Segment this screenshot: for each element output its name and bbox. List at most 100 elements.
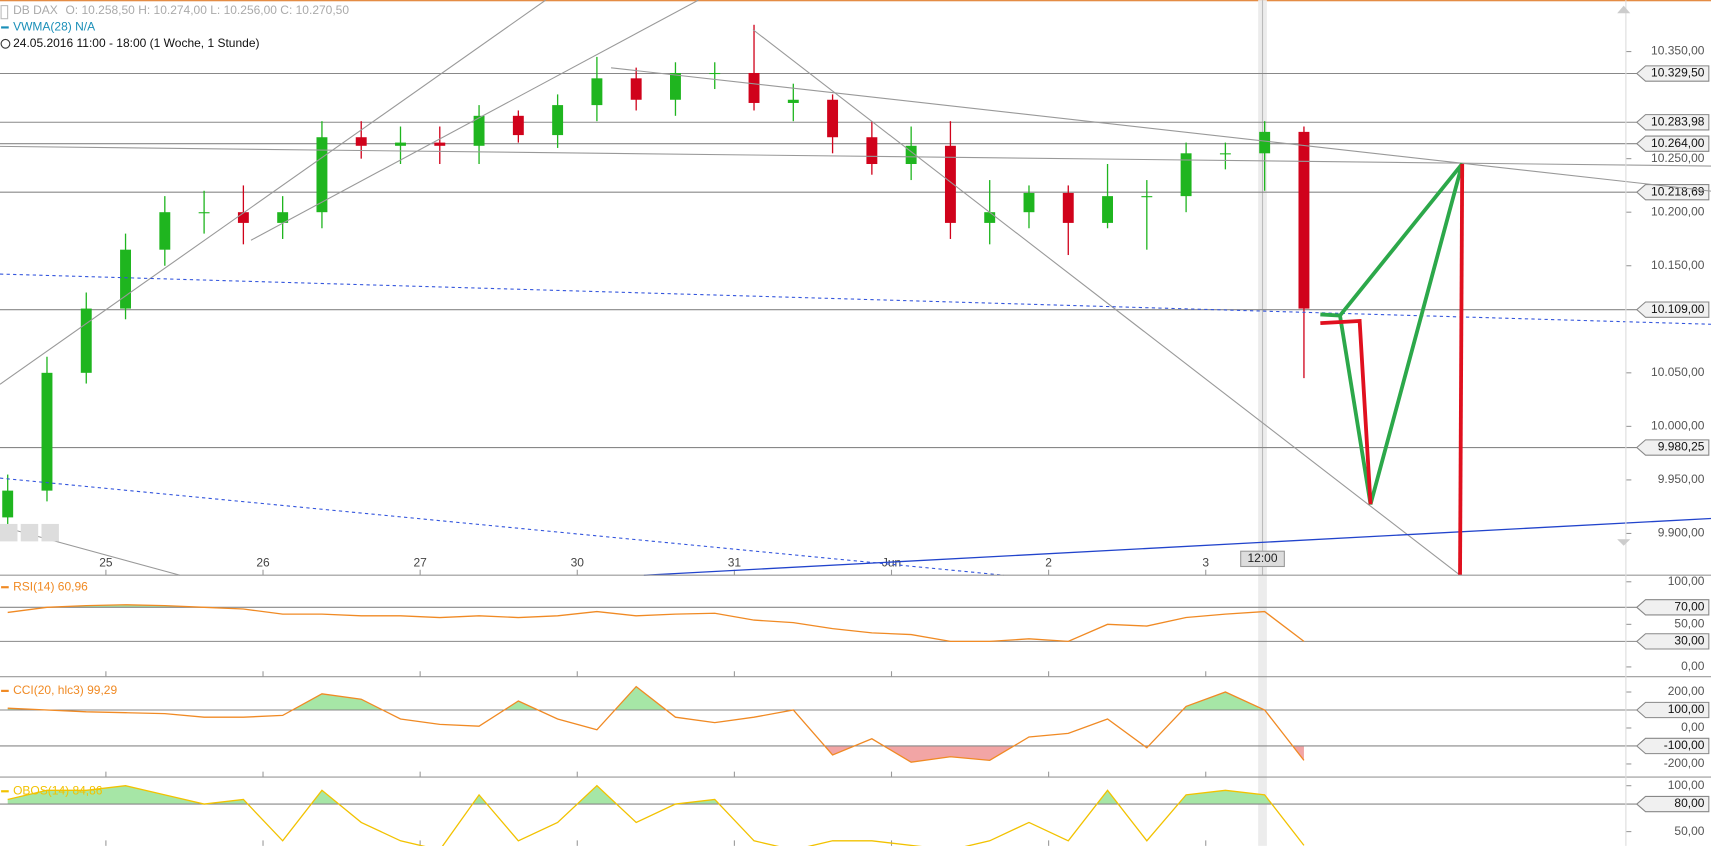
- candle-body: [866, 137, 878, 165]
- indicator-line: [7, 604, 1305, 643]
- trend-line: [0, 145, 1711, 167]
- crosshair-label: 12:00: [1248, 551, 1278, 565]
- y-tick-label: 0,00: [1681, 659, 1705, 673]
- candle-body: [1180, 153, 1192, 197]
- level-label: 10.109,00: [1651, 302, 1705, 316]
- y-tick-label: -200,00: [1664, 756, 1705, 770]
- level-box: [1635, 599, 1710, 616]
- y-tick-label: 100,00: [1668, 778, 1705, 792]
- candle-body: [198, 212, 210, 214]
- y-tick-label: 50,00: [1674, 824, 1704, 838]
- candle-body: [1062, 192, 1074, 223]
- y-tick-label: 10.250,00: [1651, 151, 1705, 165]
- ohlc-label: O: 10.258,50 H: 10.274,00 L: 10.256,00 C…: [65, 3, 349, 17]
- indicator-title: OBOS(14) 84,86: [13, 783, 103, 797]
- tool-button[interactable]: [0, 523, 18, 542]
- crosshair-label-box: [1240, 550, 1285, 568]
- candle-body: [80, 308, 92, 373]
- trend-line: [611, 67, 1711, 192]
- indicator-title: RSI(14) 60,96: [13, 579, 88, 593]
- candle-body: [1023, 192, 1035, 213]
- level-box: [1635, 301, 1710, 318]
- overbought-fill: [46, 604, 205, 608]
- candle-body: [944, 145, 956, 223]
- level-box: [1635, 439, 1710, 456]
- y-tick-label: 50,00: [1674, 617, 1704, 631]
- candle-body: [1298, 131, 1310, 309]
- candle-body: [748, 72, 760, 103]
- tool-button[interactable]: [41, 523, 59, 542]
- x-tick-label: 3: [1202, 555, 1209, 569]
- x-tick-label: 31: [728, 555, 742, 569]
- trend-line: [752, 29, 1461, 576]
- level-label: 30,00: [1674, 634, 1704, 648]
- level-box: [1635, 795, 1710, 813]
- level-box: [1635, 701, 1710, 719]
- candle-body: [1219, 153, 1231, 155]
- y-tick-label: 200,00: [1668, 684, 1705, 698]
- oversold-fill: [7, 745, 1304, 763]
- level-label: 9.980,25: [1658, 440, 1705, 454]
- level-label: 10.329,50: [1651, 66, 1705, 80]
- drawings: [0, 0, 1711, 576]
- level-label: 100,00: [1668, 702, 1705, 716]
- candle-body: [316, 137, 328, 213]
- y-tick-label: 0,00: [1681, 720, 1705, 734]
- candle-body: [1141, 196, 1153, 198]
- overbought-fill: [7, 785, 1304, 805]
- candle-body: [670, 72, 681, 100]
- candle-body: [591, 78, 603, 106]
- candle-body: [905, 145, 917, 165]
- level-box: [1635, 114, 1710, 131]
- candle-body: [787, 99, 799, 103]
- support-line: [643, 517, 1711, 576]
- dotted-line: [0, 477, 1004, 576]
- x-tick-label: 30: [571, 555, 585, 569]
- candle-body: [277, 212, 289, 223]
- candle-body: [1102, 196, 1114, 223]
- level-label: 10.283,98: [1651, 114, 1705, 128]
- candle-body: [827, 99, 839, 138]
- candle-body: [473, 115, 485, 146]
- overlay-label: VWMA(28) N/A: [13, 20, 95, 34]
- symbol-title: DB DAX: [13, 3, 58, 17]
- indicator-title: CCI(20, hlc3) 99,29: [13, 683, 117, 697]
- candle-body: [41, 372, 53, 491]
- candle-body: [630, 78, 642, 100]
- candle-body: [2, 490, 14, 518]
- x-tick-label: 27: [413, 555, 427, 569]
- level-label: 10.218,69: [1651, 184, 1705, 198]
- level-box: [1635, 633, 1710, 650]
- scroll-down[interactable]: [1617, 539, 1631, 546]
- indicator-line: [7, 784, 1305, 846]
- y-tick-label: 9.900,00: [1658, 526, 1705, 540]
- level-label: 80,00: [1674, 796, 1704, 810]
- y-tick-label: 9.950,00: [1658, 472, 1705, 486]
- candle-body: [159, 212, 171, 250]
- candle-body: [355, 137, 367, 146]
- indicator-line: [7, 685, 1305, 763]
- toolbar[interactable]: [0, 523, 59, 542]
- data-layer: 9.900,00 9.950,00 10.000,00 10.050,00 10.150…: [0, 24, 1710, 846]
- candle-body: [984, 212, 996, 223]
- level-box: [1635, 737, 1710, 755]
- x-tick-label: 25: [99, 555, 113, 569]
- tool-button[interactable]: [20, 523, 39, 542]
- level-box: [1635, 65, 1710, 82]
- symbol-icon: [0, 5, 9, 20]
- candle-body: [395, 142, 406, 146]
- trend-line: [250, 0, 699, 241]
- period-label: 24.05.2016 11:00 - 18:00 (1 Woche, 1 Stu…: [13, 36, 259, 50]
- level-label: 70,00: [1674, 599, 1704, 613]
- y-tick-label: 10.150,00: [1651, 258, 1705, 272]
- y-tick-label: 10.050,00: [1651, 365, 1705, 379]
- y-tick-label: 100,00: [1668, 574, 1705, 588]
- candle-body: [237, 212, 249, 223]
- scroll-up[interactable]: [1617, 5, 1631, 14]
- y-tick-label: 10.200,00: [1651, 204, 1705, 218]
- x-tick-label: 26: [256, 555, 270, 569]
- candle-body: [120, 249, 131, 309]
